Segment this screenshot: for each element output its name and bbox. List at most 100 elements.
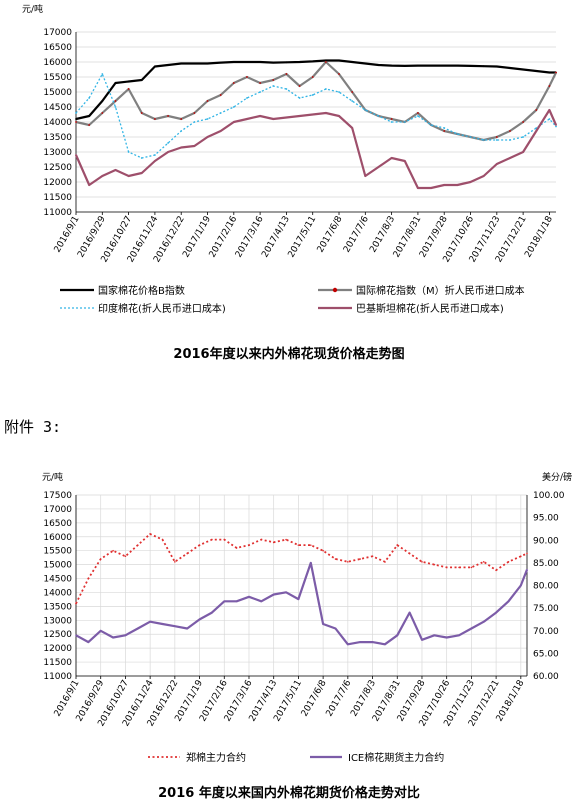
data-point — [408, 611, 411, 614]
data-point — [522, 136, 525, 138]
data-point — [88, 97, 91, 99]
data-point — [364, 175, 367, 177]
chart2-y-axis: 11000 11500 12000 12500 13000 13500 14000 14500… — [43, 491, 528, 682]
data-point — [272, 85, 275, 87]
data-point — [417, 64, 419, 67]
data-point — [75, 634, 77, 637]
data-point — [338, 115, 340, 117]
data-point — [285, 591, 287, 594]
x-tick-label: 2016/9/1 — [53, 215, 82, 255]
data-point — [149, 533, 151, 535]
data-point — [75, 154, 77, 156]
data-point — [377, 166, 380, 168]
data-point — [445, 636, 448, 639]
y-tick-label: 13500 — [43, 133, 72, 143]
x-tick-label: 2017/8/3 — [368, 215, 397, 255]
data-point — [555, 124, 557, 126]
data-point — [219, 112, 222, 114]
data-point — [417, 187, 419, 189]
y-tick-label: 17000 — [43, 28, 72, 38]
data-point — [246, 97, 248, 99]
data-point — [235, 600, 238, 603]
data-point — [522, 68, 525, 71]
chart2-y2-unit: 美分/磅 — [542, 471, 572, 483]
y-tick-label: 12500 — [43, 163, 72, 173]
data-point — [219, 61, 222, 64]
data-point — [535, 70, 538, 72]
data-point — [359, 558, 361, 560]
data-point — [260, 538, 263, 541]
data-point — [430, 124, 432, 126]
data-point — [403, 121, 406, 123]
y2-tick-label: 100.00 — [533, 491, 565, 501]
data-point — [154, 65, 156, 68]
x-tick-label: 2017/6/8 — [316, 214, 345, 254]
data-point — [127, 88, 130, 90]
data-point — [351, 61, 354, 63]
data-point — [223, 600, 226, 603]
y-tick-label: 16500 — [43, 519, 72, 529]
data-point — [495, 65, 498, 68]
data-point — [259, 115, 262, 117]
chart2-series — [75, 532, 529, 646]
data-point — [309, 544, 312, 546]
data-point — [338, 73, 340, 75]
series-zce-cotton-main — [75, 532, 528, 604]
data-point — [232, 82, 235, 84]
y-tick-label: 12000 — [43, 644, 72, 654]
data-point — [421, 639, 423, 641]
chart2-grid — [75, 494, 527, 677]
data-point — [507, 600, 510, 603]
data-point — [390, 157, 393, 159]
data-point — [75, 121, 77, 123]
data-point — [272, 79, 275, 81]
data-point — [495, 611, 497, 614]
legend-marker — [332, 287, 338, 293]
chart1-legend: 国家棉花价格B指数 国际棉花指数（M）折人民币进口成本印度棉花(折人民币进口成本)… — [60, 284, 525, 315]
data-point — [458, 566, 460, 569]
legend-label: 巴基斯坦棉花(折人民币进口成本) — [356, 302, 504, 315]
y-tick-label: 16500 — [43, 43, 72, 53]
data-point — [526, 568, 528, 571]
data-point — [311, 76, 314, 78]
chart1-title: 2016年度以来内外棉花现货价格走势图 — [173, 346, 404, 362]
data-point — [364, 62, 367, 65]
data-point — [127, 151, 130, 153]
data-point — [285, 73, 288, 75]
data-point — [101, 100, 104, 102]
data-point — [259, 82, 262, 84]
data-point — [482, 65, 485, 68]
data-point — [223, 538, 226, 541]
y2-tick-label: 90.00 — [533, 536, 559, 546]
data-point — [248, 544, 250, 546]
chart1-y-unit: 元/吨 — [22, 3, 43, 15]
futures-price-chart: 元/吨 美分/磅 1100011500120001250013000135001… — [42, 471, 572, 801]
data-point — [482, 561, 485, 563]
data-point — [403, 65, 406, 67]
data-point — [99, 629, 102, 632]
data-point — [377, 64, 380, 66]
data-point — [101, 73, 104, 75]
data-point — [351, 91, 354, 93]
y2-tick-label: 75.00 — [533, 604, 559, 614]
series-pakistan-cotton — [74, 108, 558, 190]
data-point — [186, 627, 189, 630]
data-point — [124, 555, 127, 558]
data-point — [112, 636, 114, 639]
data-point — [298, 85, 301, 87]
data-point — [136, 544, 139, 546]
data-point — [87, 577, 90, 580]
data-point — [509, 139, 511, 141]
data-point — [219, 130, 222, 132]
data-point — [311, 94, 314, 96]
data-point — [140, 172, 143, 174]
data-point — [495, 136, 498, 138]
spot-price-chart: 元/吨 110001150012000125001300013500140001… — [22, 3, 558, 362]
x-tick-label: 2018/1/18 — [523, 214, 555, 259]
data-point — [99, 558, 102, 560]
data-point — [272, 593, 275, 596]
data-point — [495, 569, 497, 571]
data-point — [219, 94, 222, 96]
data-point — [324, 112, 327, 114]
data-point — [193, 112, 196, 114]
